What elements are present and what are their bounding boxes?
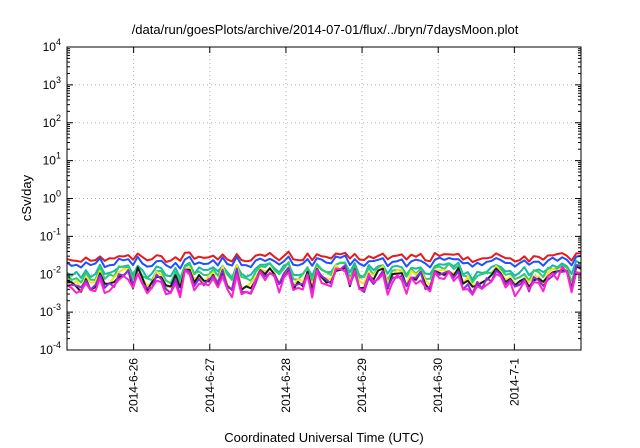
y-tick-label: 102: [43, 113, 61, 130]
chart-title: /data/run/goesPlots/archive/2014-07-01/f…: [132, 22, 519, 37]
y-tick-label: 10-4: [40, 340, 61, 357]
y-axis-title: cSv/day: [19, 174, 34, 221]
x-tick-label: 2014-6-29: [355, 358, 369, 413]
y-tick-label: 104: [43, 37, 61, 54]
x-tick-label: 2014-6-28: [279, 358, 293, 413]
y-tick-label: 103: [43, 75, 61, 92]
y-tick-label: 10-1: [40, 226, 61, 243]
x-axis-title: Coordinated Universal Time (UTC): [224, 430, 423, 445]
series-line-2: [66, 254, 582, 270]
series-line-1: [66, 250, 582, 264]
grid: [67, 47, 581, 350]
y-tick-label: 10-3: [40, 302, 61, 319]
series-line-8: [66, 265, 582, 299]
x-tick-label: 2014-6-30: [431, 358, 445, 413]
x-tick-label: 2014-6-26: [127, 358, 141, 413]
x-tick-label: 2014-7-1: [507, 358, 521, 406]
series-line-6: [66, 265, 582, 293]
y-tick-label: 101: [43, 151, 61, 168]
plot-border: [66, 46, 582, 351]
x-tick-label: 2014-6-27: [203, 358, 217, 413]
y-tick-label: 100: [43, 189, 61, 206]
y-tick-label: 10-2: [40, 264, 61, 281]
x-ticks: 2014-6-26 2014-6-27 2014-6-28 2014-6-29 2014…: [127, 47, 521, 413]
series-lines: [66, 250, 582, 299]
